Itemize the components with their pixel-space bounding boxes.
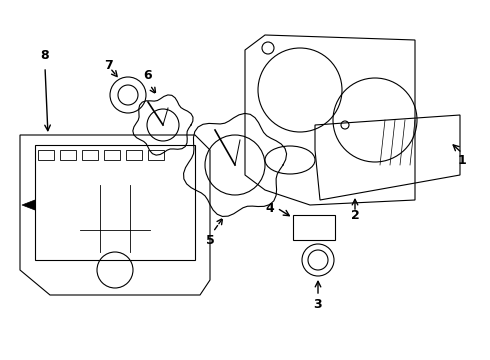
Text: 4: 4 (266, 202, 274, 215)
Text: 5: 5 (206, 234, 215, 247)
Text: 8: 8 (41, 49, 49, 62)
Polygon shape (22, 200, 35, 210)
Text: 3: 3 (314, 298, 322, 311)
Text: 6: 6 (144, 68, 152, 81)
Text: 7: 7 (103, 59, 112, 72)
Text: 1: 1 (458, 153, 466, 166)
Text: 2: 2 (351, 208, 359, 221)
